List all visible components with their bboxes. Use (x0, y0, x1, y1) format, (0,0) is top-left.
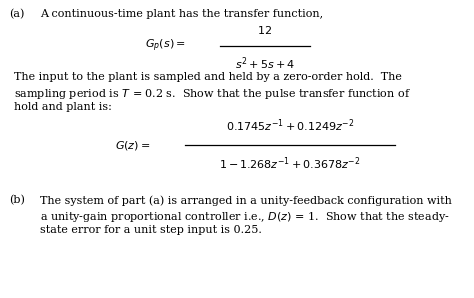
Text: (a): (a) (9, 9, 24, 19)
Text: $12$: $12$ (257, 24, 273, 36)
Text: $G_p(s) =$: $G_p(s) =$ (145, 38, 186, 54)
Text: $0.1745z^{-1} + 0.1249z^{-2}$: $0.1745z^{-1} + 0.1249z^{-2}$ (226, 117, 354, 134)
Text: The system of part (a) is arranged in a unity-feedback configuration with: The system of part (a) is arranged in a … (40, 195, 452, 206)
Text: $G(z) =$: $G(z) =$ (115, 139, 150, 151)
Text: $1 - 1.268z^{-1} + 0.3678z^{-2}$: $1 - 1.268z^{-1} + 0.3678z^{-2}$ (219, 155, 361, 172)
Text: The input to the plant is sampled and held by a zero-order hold.  The: The input to the plant is sampled and he… (14, 72, 402, 82)
Text: state error for a unit step input is 0.25.: state error for a unit step input is 0.2… (40, 225, 262, 235)
Text: hold and plant is:: hold and plant is: (14, 102, 112, 112)
Text: sampling period is $T$ = 0.2 s.  Show that the pulse transfer function of: sampling period is $T$ = 0.2 s. Show tha… (14, 87, 411, 101)
Text: (b): (b) (9, 195, 25, 205)
Text: $s^2 + 5s + 4$: $s^2 + 5s + 4$ (235, 55, 295, 72)
Text: a unity-gain proportional controller i.e., $D(z)$ = 1.  Show that the steady-: a unity-gain proportional controller i.e… (40, 210, 450, 224)
Text: A continuous-time plant has the transfer function,: A continuous-time plant has the transfer… (40, 9, 323, 19)
